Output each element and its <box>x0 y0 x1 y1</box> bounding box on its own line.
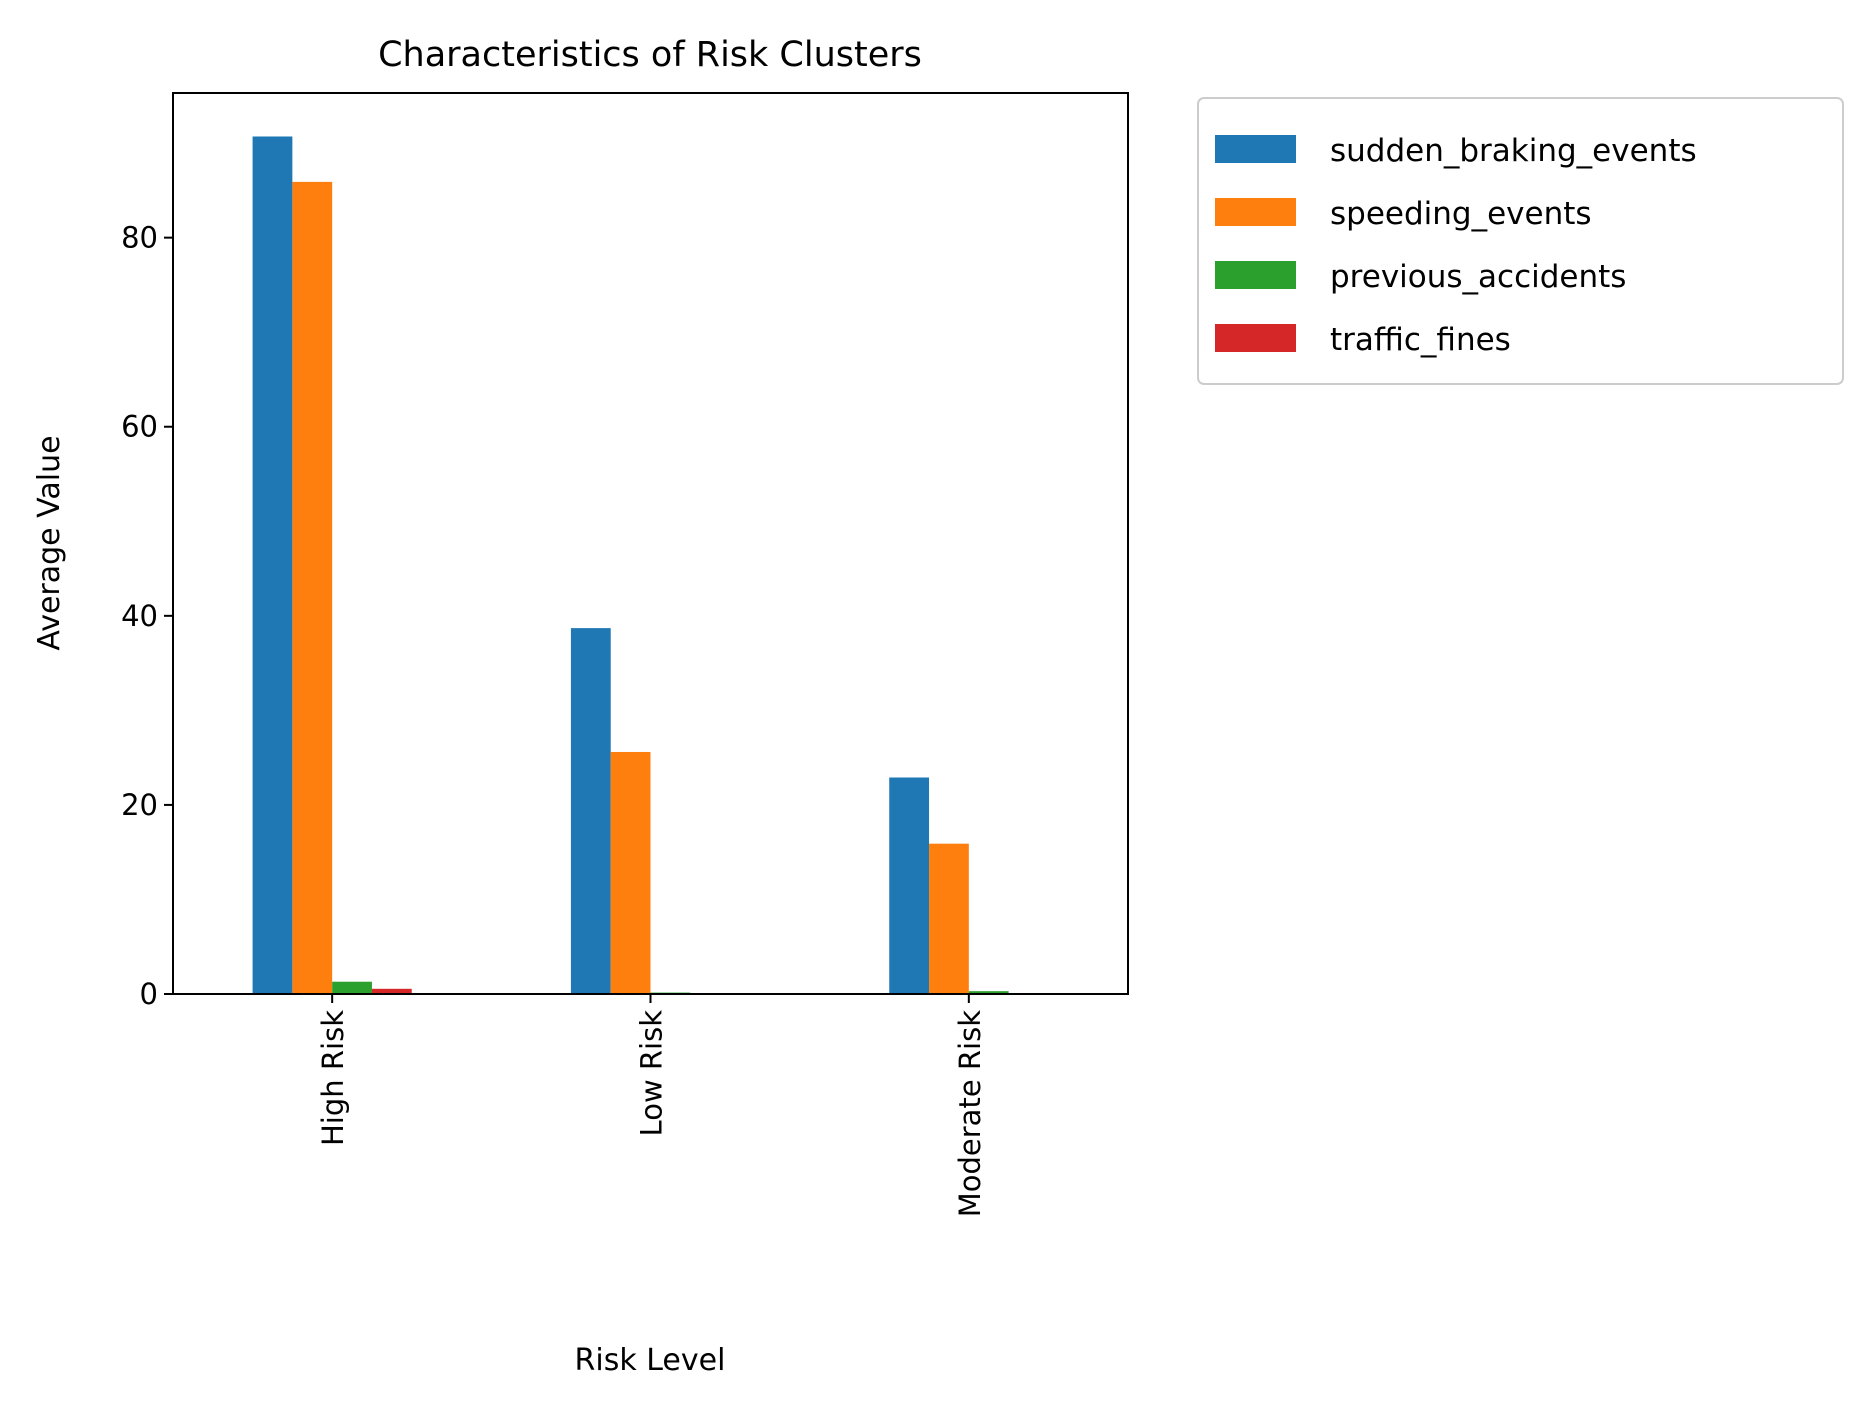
legend-swatch <box>1215 261 1296 289</box>
legend-label: speeding_events <box>1330 196 1592 232</box>
y-tick-label: 20 <box>121 788 158 822</box>
bar-speeding_events-low-risk <box>610 751 651 994</box>
legend-swatch <box>1215 135 1296 163</box>
legend-entries: sudden_braking_events speeding_eventsprev… <box>1215 133 1697 358</box>
x-axis-label: Risk Level <box>575 1343 726 1378</box>
bar-previous_accidents-moderate-risk <box>968 991 1009 994</box>
legend-frame <box>1197 97 1844 385</box>
bar-previous_accidents-high-risk <box>332 981 372 994</box>
bar-sudden_braking_events-high-risk <box>252 136 293 995</box>
bar-sudden_braking_events-low-risk <box>570 628 611 994</box>
legend-swatch <box>1215 324 1296 352</box>
y-tick-label: 0 <box>140 977 158 1011</box>
x-tick-label: High Risk <box>316 1010 350 1146</box>
chart-title: Characteristics of Risk Clusters <box>378 35 922 75</box>
y-axis-label: Average Value <box>32 435 67 650</box>
legend-label: sudden_braking_events <box>1330 133 1697 169</box>
x-axis-ticks: High Risk Low Risk Moderate Risk <box>316 994 987 1217</box>
bar-speeding_events-high-risk <box>292 181 333 994</box>
x-tick-label: Low Risk <box>635 1010 669 1137</box>
x-tick-label: Moderate Risk <box>953 1010 987 1217</box>
y-tick-label: 60 <box>121 410 158 444</box>
bar-speeding_events-moderate-risk <box>929 843 969 994</box>
y-tick-label: 40 <box>121 599 158 633</box>
y-tick-label: 80 <box>121 221 158 255</box>
legend-label: previous_accidents <box>1330 259 1626 295</box>
legend-label: traffic_fines <box>1330 322 1511 358</box>
plot-frame <box>172 92 1129 995</box>
legend: sudden_braking_events speeding_eventsprev… <box>1197 97 1844 385</box>
y-axis-ticks: 0 20 40 60 80 <box>121 221 173 1011</box>
bar-sudden_braking_events-moderate-risk <box>889 777 930 994</box>
legend-swatch <box>1215 198 1296 226</box>
bars <box>252 136 1049 995</box>
bar-traffic_fines-high-risk <box>371 988 412 994</box>
